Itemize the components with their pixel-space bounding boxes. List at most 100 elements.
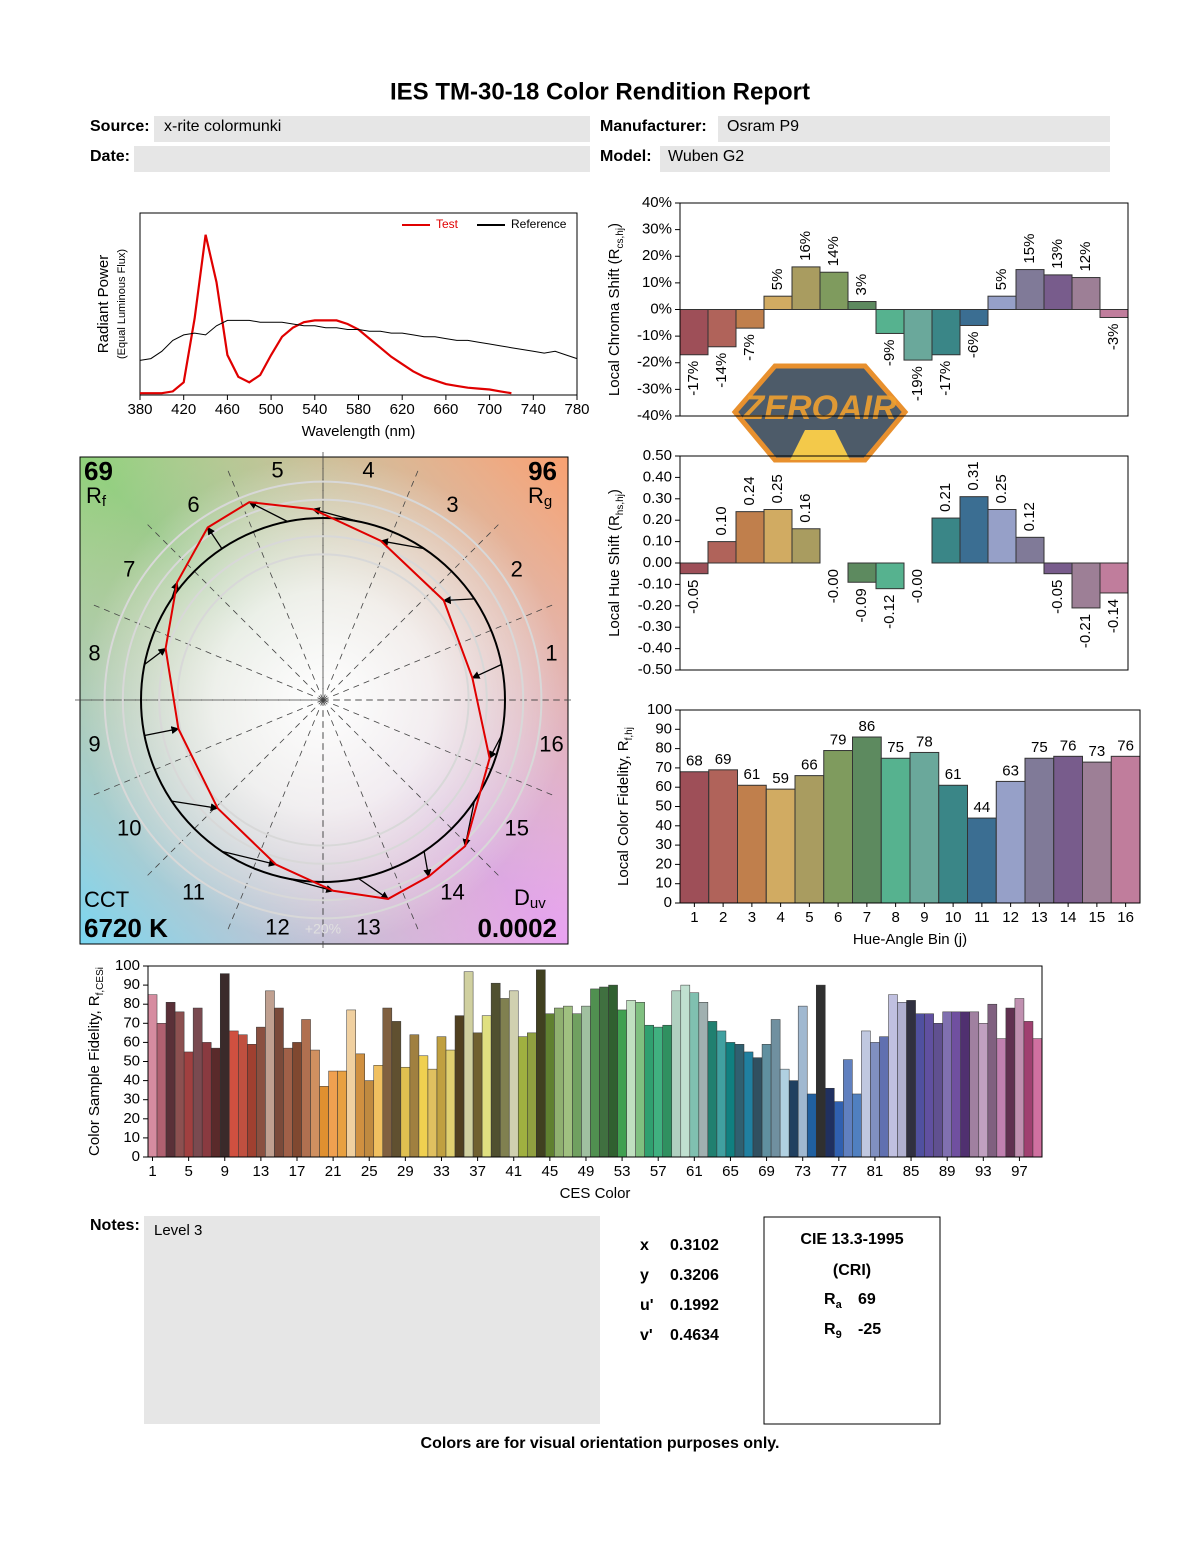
duv-label: Duv xyxy=(514,885,546,912)
bar xyxy=(1053,755,1083,904)
bar xyxy=(1032,1038,1043,1158)
bar xyxy=(545,1013,555,1158)
bar xyxy=(819,271,849,311)
x-tick-label: 97 xyxy=(1011,1163,1028,1180)
field-box xyxy=(718,116,1110,142)
bar xyxy=(852,1093,862,1158)
bar xyxy=(1014,998,1025,1158)
x-tick-label: 12 xyxy=(1002,909,1019,926)
bar xyxy=(743,1051,754,1158)
y-tick-label: -10% xyxy=(637,327,672,344)
y-tick-label: 30 xyxy=(123,1091,140,1108)
bar xyxy=(978,1023,989,1158)
value-label: -6% xyxy=(965,331,982,358)
value-label: 66 xyxy=(801,757,818,774)
ring xyxy=(121,498,525,902)
field-value: Wuben G2 xyxy=(668,148,744,165)
test-polygon xyxy=(164,501,491,900)
y-tick-label: 50 xyxy=(655,797,672,814)
chromaticity-label: u' xyxy=(640,1297,654,1314)
watermark-badge xyxy=(731,363,909,463)
value-label: 15% xyxy=(1021,234,1038,264)
y-tick-label: 0.10 xyxy=(643,533,672,550)
bar xyxy=(319,1086,329,1158)
ring xyxy=(103,480,543,920)
bar xyxy=(779,1068,790,1158)
field-label: Date: xyxy=(90,148,130,165)
bar xyxy=(527,1032,537,1158)
bar xyxy=(662,1024,673,1158)
value-label: 0.12 xyxy=(1021,502,1038,531)
bar xyxy=(355,1053,365,1158)
bin-boundary xyxy=(322,522,501,701)
bar xyxy=(861,1030,871,1158)
bar xyxy=(156,1023,167,1158)
bar xyxy=(870,1042,880,1158)
x-tick-label: 700 xyxy=(477,401,502,418)
bar xyxy=(734,1044,745,1158)
bar xyxy=(969,1011,980,1158)
ring-label: +20% xyxy=(305,921,341,937)
subscript: hs,hj xyxy=(615,494,626,515)
bar xyxy=(499,998,510,1158)
x-tick-label: 540 xyxy=(302,401,327,418)
bin-number: 15 xyxy=(504,815,528,840)
bar xyxy=(581,1005,591,1158)
watermark-text: ZEROAIR xyxy=(743,389,897,427)
y-tick-label: 40 xyxy=(655,817,672,834)
bar xyxy=(906,1000,916,1158)
value-label: 0.16 xyxy=(797,494,814,523)
rg-label: Rg xyxy=(528,483,552,510)
x-tick-label: 9 xyxy=(920,909,928,926)
bin-boundary xyxy=(226,699,324,932)
bar xyxy=(765,788,796,904)
value-label: 78 xyxy=(916,733,933,750)
field-value: Osram P9 xyxy=(727,118,799,135)
value-label: 0.25 xyxy=(769,474,786,503)
bar xyxy=(708,769,738,904)
text-part: R xyxy=(86,483,102,508)
bar xyxy=(454,1015,465,1158)
bar xyxy=(1023,1021,1034,1158)
bin-number: 13 xyxy=(356,914,380,939)
bar xyxy=(409,1034,420,1158)
plot-frame xyxy=(679,455,1129,671)
bar xyxy=(797,1005,808,1158)
value-label: 76 xyxy=(1060,737,1077,754)
value-label: 0.25 xyxy=(993,474,1010,503)
bar xyxy=(770,1019,781,1158)
y-tick-label: 70 xyxy=(655,759,672,776)
notes-box xyxy=(144,1216,600,1424)
bar xyxy=(679,309,709,356)
x-tick-label: 2 xyxy=(719,909,727,926)
field-value: x-rite colormunki xyxy=(164,118,281,135)
text-part: R xyxy=(824,1291,836,1308)
bin-number: 4 xyxy=(362,457,374,482)
x-tick-label: 53 xyxy=(614,1163,631,1180)
cri-row-label: R9 xyxy=(824,1321,842,1341)
bar xyxy=(508,990,519,1158)
plot-frame xyxy=(679,709,1141,904)
bar xyxy=(987,509,1017,564)
field-box xyxy=(154,116,590,142)
bar xyxy=(463,971,474,1158)
chromaticity-value: 0.3102 xyxy=(670,1237,719,1254)
bar xyxy=(951,1011,961,1158)
bar xyxy=(1071,277,1101,310)
y-tick-label: -0.40 xyxy=(638,640,672,657)
shift-arrow xyxy=(311,507,359,523)
bar xyxy=(915,1013,925,1158)
y-tick-label: 100 xyxy=(115,957,140,974)
bar xyxy=(382,1007,393,1158)
bar xyxy=(617,1009,627,1158)
value-label: 16% xyxy=(797,231,814,261)
bar xyxy=(909,751,940,904)
y-tick-label: -0.20 xyxy=(638,597,672,614)
bar xyxy=(806,1093,817,1158)
bar xyxy=(445,1049,456,1158)
bar xyxy=(1015,536,1045,564)
text-part: ) xyxy=(606,223,623,228)
chromaticity-label: v' xyxy=(640,1327,653,1344)
value-label: -17% xyxy=(685,361,702,396)
